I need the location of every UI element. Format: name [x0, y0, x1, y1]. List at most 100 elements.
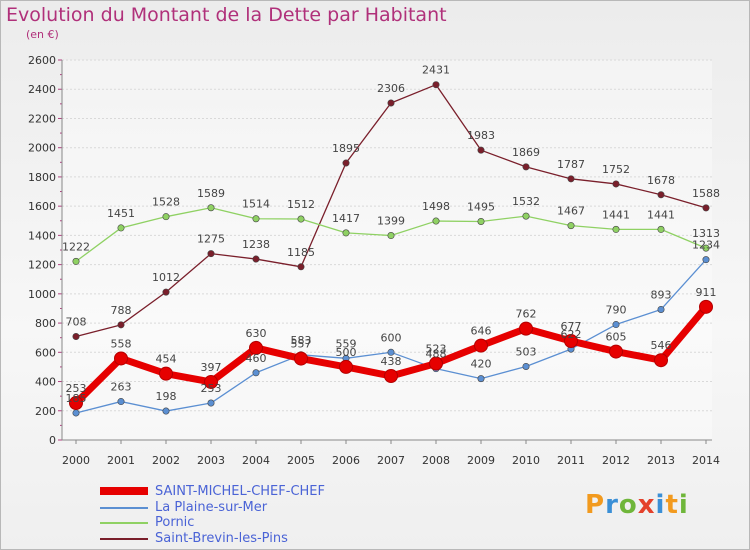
x-tick-label: 2003 — [197, 454, 225, 467]
data-point — [72, 409, 80, 417]
y-tick-label: 2200 — [28, 112, 56, 125]
data-label: 788 — [111, 304, 132, 317]
data-label: 1313 — [692, 227, 720, 240]
data-label: 2431 — [422, 64, 450, 77]
data-label: 198 — [156, 390, 177, 403]
data-point — [252, 369, 260, 377]
y-tick-label: 800 — [35, 317, 56, 330]
data-label: 420 — [471, 358, 492, 371]
x-tick-label: 2000 — [62, 454, 90, 467]
data-label: 630 — [246, 327, 267, 340]
data-point — [342, 229, 350, 237]
data-label: 558 — [111, 337, 132, 350]
data-point — [432, 217, 440, 225]
data-point — [387, 348, 395, 356]
data-label: 1589 — [197, 187, 225, 200]
chart-subtitle: (en €) — [26, 28, 59, 41]
data-point — [702, 244, 710, 252]
data-point — [522, 212, 530, 220]
data-point — [567, 175, 575, 183]
data-label: 546 — [651, 339, 672, 352]
data-label: 1532 — [512, 195, 540, 208]
data-point — [657, 225, 665, 233]
legend-swatch — [100, 522, 148, 524]
data-point — [72, 257, 80, 265]
data-label: 646 — [471, 325, 492, 338]
data-point — [612, 180, 620, 188]
legend-label: Pornic — [155, 515, 195, 530]
data-label: 1528 — [152, 196, 180, 209]
data-point — [429, 356, 443, 371]
data-label: 1467 — [557, 205, 585, 218]
y-tick-label: 400 — [35, 376, 56, 389]
data-label: 1752 — [602, 163, 630, 176]
data-label: 1417 — [332, 212, 360, 225]
data-label: 600 — [381, 331, 402, 344]
y-tick-label: 2000 — [28, 142, 56, 155]
data-point — [432, 81, 440, 89]
data-label: 1234 — [692, 239, 720, 252]
data-label: 605 — [606, 331, 627, 344]
x-tick-label: 2004 — [242, 454, 270, 467]
data-point — [159, 366, 173, 381]
data-label: 1012 — [152, 271, 180, 284]
x-tick-label: 2005 — [287, 454, 315, 467]
data-label: 500 — [336, 346, 357, 359]
data-point — [342, 159, 350, 167]
data-label: 1275 — [197, 233, 225, 246]
legend-swatch — [100, 487, 148, 495]
data-point — [477, 218, 485, 226]
data-point — [252, 255, 260, 263]
data-point — [207, 250, 215, 258]
data-point — [294, 351, 308, 366]
data-label: 762 — [516, 308, 537, 321]
data-point — [657, 305, 665, 313]
x-tick-label: 2008 — [422, 454, 450, 467]
data-label: 488 — [426, 348, 447, 361]
x-tick-label: 2006 — [332, 454, 360, 467]
data-point — [339, 359, 353, 374]
x-tick-label: 2002 — [152, 454, 180, 467]
data-label: 2306 — [377, 82, 405, 95]
data-label: 253 — [201, 382, 222, 395]
data-point — [477, 146, 485, 154]
data-point — [114, 351, 128, 366]
data-point — [117, 321, 125, 329]
data-label: 185 — [66, 392, 87, 405]
data-label: 1451 — [107, 207, 135, 220]
x-tick-label: 2011 — [557, 454, 585, 467]
data-point — [207, 204, 215, 212]
proxiti-logo: Proxiti — [585, 490, 689, 520]
data-label: 790 — [606, 304, 627, 317]
data-label: 1238 — [242, 238, 270, 251]
y-tick-label: 200 — [35, 405, 56, 418]
data-label: 253 — [66, 382, 87, 395]
data-point — [654, 353, 668, 368]
y-tick-label: 1400 — [28, 229, 56, 242]
x-tick-label: 2007 — [377, 454, 405, 467]
data-label: 1895 — [332, 142, 360, 155]
data-point — [474, 338, 488, 353]
legend-label: Saint-Brevin-les-Pins — [155, 530, 288, 546]
data-point — [387, 232, 395, 240]
data-point — [162, 407, 170, 415]
data-label: 1498 — [422, 200, 450, 213]
y-tick-label: 2600 — [28, 54, 56, 67]
chart-title: Evolution du Montant de la Dette par Hab… — [6, 4, 447, 26]
data-point — [72, 333, 80, 341]
data-label: 454 — [156, 353, 177, 366]
data-label: 1399 — [377, 215, 405, 228]
legend-swatch — [100, 506, 148, 509]
data-label: 1787 — [557, 158, 585, 171]
data-label: 523 — [426, 343, 447, 356]
data-point — [297, 263, 305, 271]
data-point — [567, 222, 575, 230]
legend-label: La Plaine-sur-Mer — [155, 499, 268, 515]
legend-label: SAINT-MICHEL-CHEF-CHEF — [155, 484, 325, 499]
legend-swatch — [100, 537, 148, 540]
data-point — [612, 225, 620, 233]
x-tick-label: 2013 — [647, 454, 675, 467]
data-point — [477, 375, 485, 383]
